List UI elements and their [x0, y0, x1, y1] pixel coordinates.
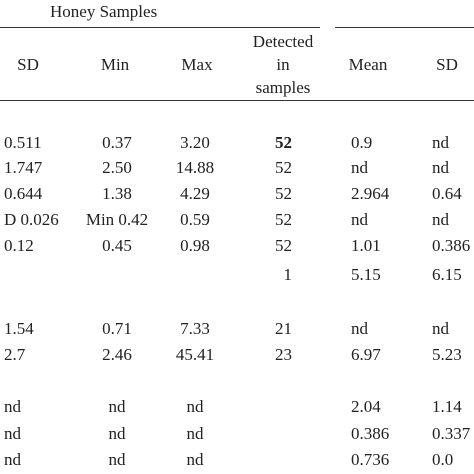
- cell: 3.20: [180, 133, 210, 152]
- cell: 0.12: [4, 236, 34, 255]
- cell: 2.04: [351, 397, 381, 416]
- cell: 4.29: [180, 184, 210, 203]
- column-header: SD: [436, 55, 458, 74]
- cell: 0.511: [4, 133, 42, 152]
- cell: 1.54: [4, 319, 34, 338]
- group-rule: [335, 27, 474, 28]
- group-header: Honey Samples: [50, 2, 158, 21]
- header-rule: [0, 100, 474, 101]
- cell: nd: [108, 397, 126, 416]
- cell: 52: [275, 236, 292, 255]
- cell: nd: [432, 210, 449, 229]
- cell: 52: [275, 184, 292, 203]
- cell: nd: [186, 424, 204, 443]
- column-header: SD: [17, 55, 39, 74]
- cell: 0.386: [351, 424, 390, 443]
- cell: 0.98: [180, 236, 210, 255]
- cell: 14.88: [175, 158, 215, 177]
- cell: 0.644: [4, 184, 43, 203]
- cell: nd: [4, 424, 21, 443]
- cell: nd: [432, 133, 449, 152]
- cell: 0.736: [351, 450, 390, 469]
- cell: 1.747: [4, 158, 43, 177]
- cell: 23: [275, 345, 292, 364]
- cell: nd: [186, 450, 204, 469]
- cell: nd: [108, 450, 126, 469]
- cell: 0.386: [432, 236, 471, 255]
- cell: 0.45: [102, 236, 132, 255]
- cell: nd: [351, 319, 368, 338]
- cell: 1.14: [432, 397, 462, 416]
- cell: nd: [4, 397, 21, 416]
- cell: Min 0.42: [85, 210, 149, 229]
- cell: 0.0: [432, 450, 454, 469]
- cell: 45.41: [175, 345, 215, 364]
- cell: nd: [432, 319, 449, 338]
- cell: 52: [275, 210, 292, 229]
- column-header: Mean: [348, 55, 388, 74]
- cell: nd: [351, 210, 368, 229]
- cell: 21: [275, 319, 292, 338]
- column-header: Min: [100, 55, 130, 74]
- cell: 2.50: [102, 158, 132, 177]
- cell: nd: [108, 424, 126, 443]
- cell: 0.337: [432, 424, 471, 443]
- cell: 1.01: [351, 236, 381, 255]
- cell: 5.15: [351, 265, 381, 284]
- cell: 0.64: [432, 184, 462, 203]
- cell: nd: [432, 158, 449, 177]
- column-header: samples: [255, 78, 311, 97]
- cell: 52: [275, 133, 292, 152]
- cell: 1.38: [102, 184, 132, 203]
- cell: 0.9: [351, 133, 373, 152]
- cell: nd: [351, 158, 368, 177]
- cell: 7.33: [180, 319, 210, 338]
- cell: 2.7: [4, 345, 26, 364]
- column-header: Detected: [252, 32, 314, 51]
- cell: D 0.026: [4, 210, 59, 229]
- cell: 0.71: [102, 319, 132, 338]
- cell: 1: [283, 265, 293, 284]
- cell: 6.97: [351, 345, 381, 364]
- cell: 5.23: [432, 345, 462, 364]
- cell: 2.46: [102, 345, 132, 364]
- cell: 52: [275, 158, 292, 177]
- cell: 0.37: [102, 133, 132, 152]
- cell: nd: [4, 450, 21, 469]
- cell: 0.59: [180, 210, 210, 229]
- column-header: in: [276, 55, 290, 74]
- column-header: Max: [181, 55, 213, 74]
- group-rule: [0, 27, 320, 28]
- cell: 6.15: [432, 265, 462, 284]
- cell: nd: [186, 397, 204, 416]
- cell: 2.964: [351, 184, 390, 203]
